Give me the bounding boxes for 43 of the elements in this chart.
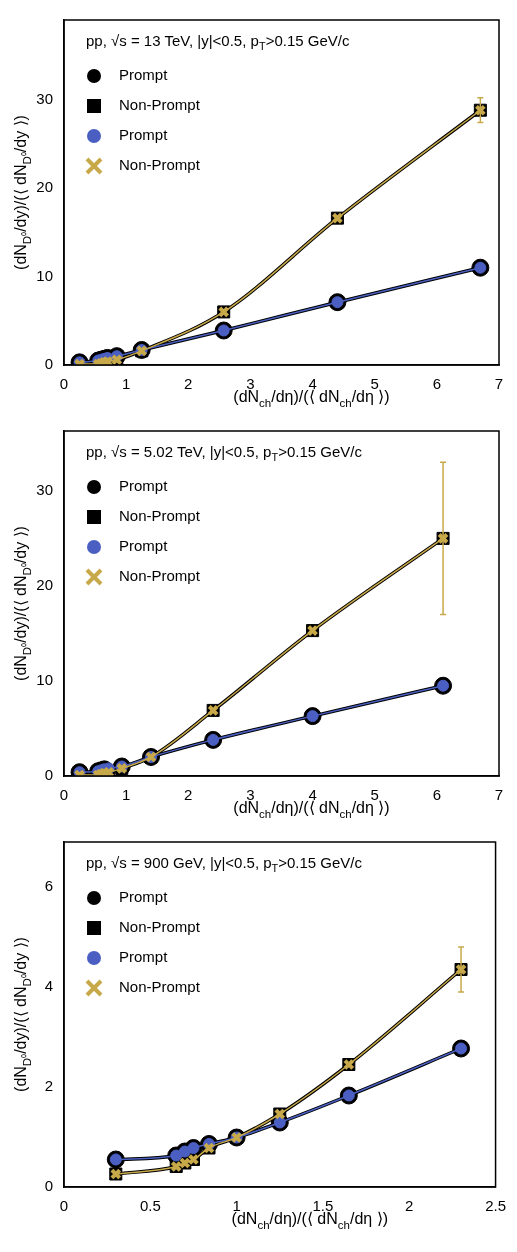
x-tick-label: 0: [59, 786, 69, 804]
y-tick-label: 0: [44, 766, 53, 784]
legend-label: Non-Prompt: [119, 567, 201, 585]
y-axis-title: (dND⁰/dy)/(⟨ dND⁰/dy ⟩): [12, 937, 33, 1092]
x-tick-label: 7: [494, 375, 504, 393]
legend-label: Prompt: [119, 948, 169, 966]
legend-label: Prompt: [119, 537, 169, 555]
legend-label: Prompt: [119, 126, 169, 144]
y-tick-label: 10: [36, 266, 53, 284]
legend-label: Non-Prompt: [119, 156, 201, 174]
y-axis-title: (dND⁰/dy)/(⟨ dND⁰/dy ⟩): [12, 526, 33, 681]
legend-label: Non-Prompt: [119, 918, 201, 936]
legend-label: Non-Prompt: [119, 96, 201, 114]
legend-label: Non-Prompt: [119, 507, 201, 525]
x-tick-label: 1: [121, 375, 131, 393]
y-tick-label: 0: [44, 355, 53, 373]
x-tick-label: 7: [494, 786, 504, 804]
x-tick-label: 0: [59, 375, 69, 393]
y-tick-label: 6: [44, 877, 53, 895]
y-tick-label: 4: [44, 977, 53, 995]
legend-label: Prompt: [119, 66, 169, 84]
x-tick-label: 1: [121, 786, 131, 804]
x-tick-label: 6: [432, 375, 442, 393]
y-tick-label: 2: [44, 1077, 53, 1095]
legend-label: Prompt: [119, 477, 169, 495]
y-tick-label: 20: [36, 576, 53, 594]
legend-label: Non-Prompt: [119, 978, 201, 996]
x-tick-label: 2: [405, 1197, 414, 1215]
x-tick-label: 2.5: [485, 1197, 506, 1215]
y-axis-title: (dND⁰/dy)/(⟨ dND⁰/dy ⟩): [12, 115, 33, 270]
x-tick-label: 2: [184, 786, 193, 804]
y-tick-label: 10: [36, 671, 53, 689]
x-tick-label: 5: [370, 375, 379, 393]
y-tick-label: 30: [36, 481, 53, 499]
x-tick-label: 0.5: [139, 1197, 161, 1215]
x-tick-label: 5: [370, 786, 379, 804]
y-tick-label: 20: [36, 178, 53, 196]
y-tick-label: 30: [36, 89, 53, 107]
x-tick-label: 2: [184, 375, 193, 393]
x-tick-label: 6: [432, 786, 442, 804]
y-tick-label: 0: [44, 1177, 53, 1195]
legend-label: Prompt: [119, 888, 169, 906]
x-tick-label: 0: [59, 1197, 69, 1215]
